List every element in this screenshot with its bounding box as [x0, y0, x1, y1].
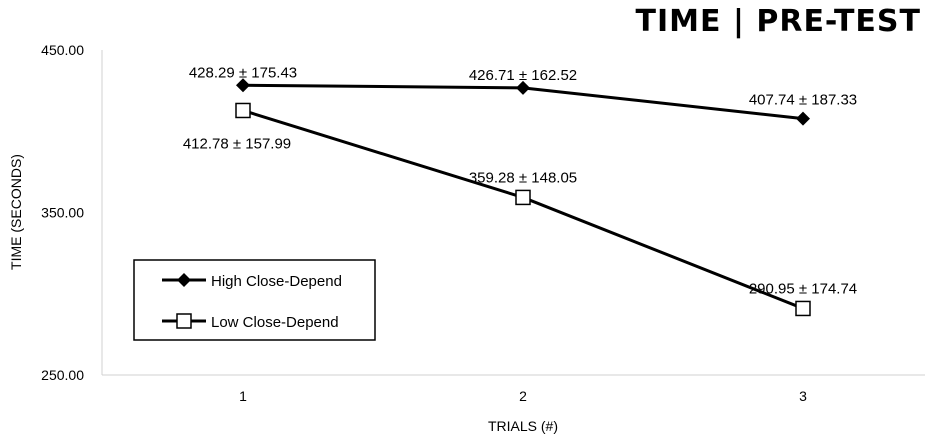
- data-point-diamond: [236, 78, 250, 93]
- x-tick-label: 2: [519, 388, 527, 404]
- legend-diamond-marker: [177, 273, 191, 287]
- data-label: 428.29 ± 175.43: [189, 64, 297, 81]
- data-label: 426.71 ± 162.52: [469, 67, 577, 84]
- data-point-square: [795, 300, 811, 317]
- data-label: 407.74 ± 187.33: [749, 92, 857, 109]
- data-point-square: [235, 102, 251, 119]
- y-tick-label: 450.00: [41, 42, 84, 58]
- legend-box: [133, 259, 376, 341]
- y-tick-label: 350.00: [41, 205, 84, 221]
- data-label: 412.78 ± 157.99: [183, 135, 291, 152]
- legend: High Close-Depend Low Close-Depend: [133, 259, 376, 341]
- x-axis-title: TRIALS (#): [488, 418, 558, 434]
- chart-title: TIME | PRE-TEST: [636, 4, 921, 39]
- data-label: 359.28 ± 148.05: [469, 169, 577, 186]
- data-point-diamond: [796, 111, 810, 126]
- legend-label-low: Low Close-Depend: [211, 314, 339, 331]
- legend-label-high: High Close-Depend: [211, 273, 342, 290]
- series-low-close-depend: 412.78 ± 157.99 359.28 ± 148.05 290.95 ± 1…: [183, 102, 857, 317]
- data-point-square: [515, 189, 531, 206]
- y-axis-title: TIME (SECONDS): [8, 154, 24, 270]
- series-layer: 428.29 ± 175.43 426.71 ± 162.52 407.74 ± 1…: [183, 64, 857, 317]
- y-tick-label: 250.00: [41, 367, 84, 383]
- data-point-diamond: [516, 80, 530, 95]
- y-tick-labels: 250.00 350.00 450.00: [41, 42, 84, 383]
- series-high-close-depend: 428.29 ± 175.43 426.71 ± 162.52 407.74 ± 1…: [189, 64, 857, 126]
- data-label: 290.95 ± 174.74: [749, 280, 857, 297]
- x-tick-label: 3: [799, 388, 807, 404]
- x-tick-label: 1: [239, 388, 247, 404]
- legend-square-marker: [176, 313, 192, 329]
- x-tick-labels: 1 2 3: [239, 388, 807, 404]
